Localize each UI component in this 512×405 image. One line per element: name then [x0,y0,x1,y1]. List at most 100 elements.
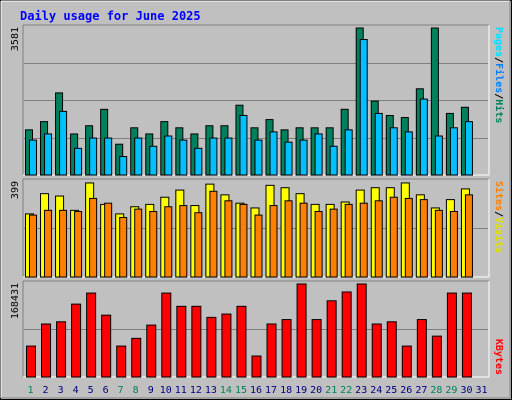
panel-3-ymax-label: 168431 [10,283,21,319]
day-label: 7 [118,385,124,396]
sites-bar [119,216,128,278]
files-bar [419,98,428,176]
files-bar [314,133,323,176]
files-bar [344,129,353,176]
kbytes-bar [161,292,172,378]
day-label: 20 [310,385,322,396]
kbytes-bar [131,337,142,378]
files-bar [404,131,413,176]
kbytes-bar [206,316,217,378]
kbytes-bar [86,292,97,378]
sites-bar [179,205,188,278]
kbytes-bar [326,300,337,378]
day-label: 8 [133,385,139,396]
kbytes-bar [191,305,202,378]
kbytes-bar [146,324,157,378]
sites-bar [209,190,218,278]
panel-2-ymax-label: 399 [10,181,21,199]
sites-bar [344,203,353,278]
files-bar [464,121,473,176]
sites-bar [359,202,368,278]
day-label: 16 [250,385,262,396]
day-label: 29 [445,385,457,396]
sites-bar [149,211,158,278]
sites-bar [29,214,37,278]
files-bar [44,133,53,176]
files-bar [29,139,37,176]
chart-title: Daily usage for June 2025 [20,9,201,23]
day-label: 31 [475,385,487,396]
files-bar [224,137,233,176]
files-bar [164,135,173,176]
files-bar [149,145,158,176]
files-bar [239,114,248,176]
sites-bar [389,196,398,278]
day-label: 14 [220,385,232,396]
kbytes-bar [341,291,352,378]
legend-hits: Hits [493,99,505,123]
files-bar [449,127,458,176]
sites-bar [464,194,473,278]
files-bar [254,139,263,176]
sites-bar [419,199,428,278]
kbytes-bar [386,321,397,378]
files-bar [359,39,368,176]
panel-1-ymax-label: 3581 [10,27,21,51]
day-label: 5 [88,385,94,396]
sites-bar [299,202,308,278]
panel-3-legend: KBytes [493,339,504,375]
files-bar [434,135,443,176]
day-label: 4 [73,385,79,396]
files-bar [74,147,83,176]
kbytes-bar [401,345,412,378]
files-bar [209,137,218,176]
day-label: 11 [175,385,187,396]
files-bar [389,127,398,176]
kbytes-bar [371,323,382,378]
day-label: 28 [430,385,442,396]
sites-bar [44,209,53,278]
kbytes-bar [101,314,112,378]
panel-2-legend: Sites/Visits [493,181,505,253]
sites-bar [374,200,383,278]
sites-bar [89,197,98,278]
sites-bar [404,197,413,278]
files-bar [179,139,188,176]
day-label: 3 [58,385,64,396]
kbytes-bar [461,292,472,378]
kbytes-bar [431,335,442,378]
day-label: 27 [415,385,427,396]
sites-bar [284,200,293,278]
kbytes-bar [296,283,307,378]
kbytes-bar [311,319,322,378]
files-bar [59,110,68,176]
day-label: 21 [325,385,337,396]
day-label: 12 [190,385,202,396]
sites-bar [224,200,233,278]
day-label: 24 [370,385,382,396]
files-bar [284,141,293,176]
kbytes-bar [26,345,36,378]
day-label: 2 [42,385,48,396]
files-bar [104,137,113,176]
sites-bar [314,211,323,278]
day-label: 23 [355,385,367,396]
sites-bar [269,205,278,278]
files-bar [374,112,383,176]
kbytes-bar [221,313,232,378]
kbytes-bar [356,283,367,378]
chart-bars [25,27,473,378]
sites-bar [329,208,338,278]
kbytes-bar [176,305,187,378]
sites-bar [194,212,203,278]
day-label: 26 [400,385,412,396]
day-label: 17 [265,385,277,396]
sites-bar [239,203,248,278]
legend-visits: Visits [493,217,505,253]
sites-bar [254,214,263,278]
sites-bar [449,211,458,278]
sites-bar [59,209,68,278]
files-bar [269,131,278,176]
day-label: 1 [27,385,33,396]
